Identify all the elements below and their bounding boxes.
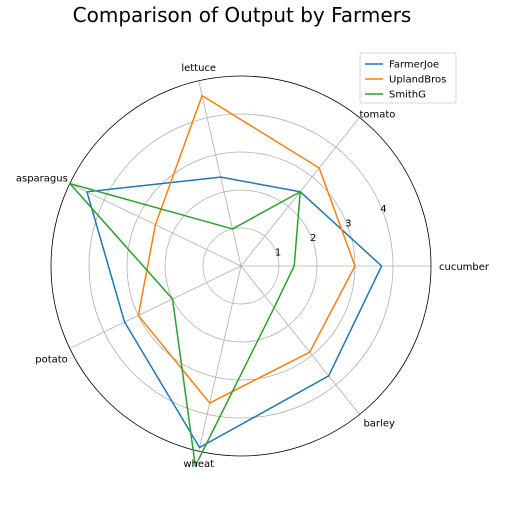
category-label-tomato: tomato bbox=[359, 109, 395, 120]
spoke-barley bbox=[240, 265, 360, 415]
category-labels: cucumber tomato lettuce asparagus potato whea… bbox=[16, 63, 490, 470]
category-label-asparagus: asparagus bbox=[16, 174, 68, 185]
category-label-barley: barley bbox=[363, 419, 395, 430]
legend-label-UplandBros: UplandBros bbox=[389, 75, 446, 86]
series-line-UplandBros bbox=[137, 94, 356, 404]
spoke-wheat bbox=[198, 265, 242, 452]
polar-grid: 1 2 3 4 bbox=[50, 75, 432, 457]
series-line-FarmerJoe bbox=[86, 176, 383, 449]
radial-tick-label: 2 bbox=[310, 233, 316, 244]
chart-title: Comparison of Output by Farmers bbox=[73, 3, 412, 27]
legend-box bbox=[359, 52, 457, 104]
radial-tick-label: 3 bbox=[345, 218, 351, 229]
category-label-lettuce: lettuce bbox=[181, 63, 216, 74]
spoke-lettuce bbox=[198, 80, 242, 267]
legend: FarmerJoe UplandBros SmithG bbox=[359, 52, 457, 104]
spoke-potato bbox=[69, 265, 242, 349]
legend-label-FarmerJoe: FarmerJoe bbox=[389, 60, 439, 71]
radial-tick-label: 4 bbox=[380, 204, 386, 215]
series-line-SmithG bbox=[69, 182, 301, 467]
category-label-cucumber: cucumber bbox=[439, 262, 490, 273]
outer-frame bbox=[50, 75, 432, 457]
series-layer bbox=[69, 94, 383, 467]
radial-tick-label: 1 bbox=[275, 247, 281, 258]
category-label-wheat: wheat bbox=[183, 459, 214, 470]
legend-label-SmithG: SmithG bbox=[389, 90, 426, 101]
category-label-potato: potato bbox=[35, 354, 68, 365]
